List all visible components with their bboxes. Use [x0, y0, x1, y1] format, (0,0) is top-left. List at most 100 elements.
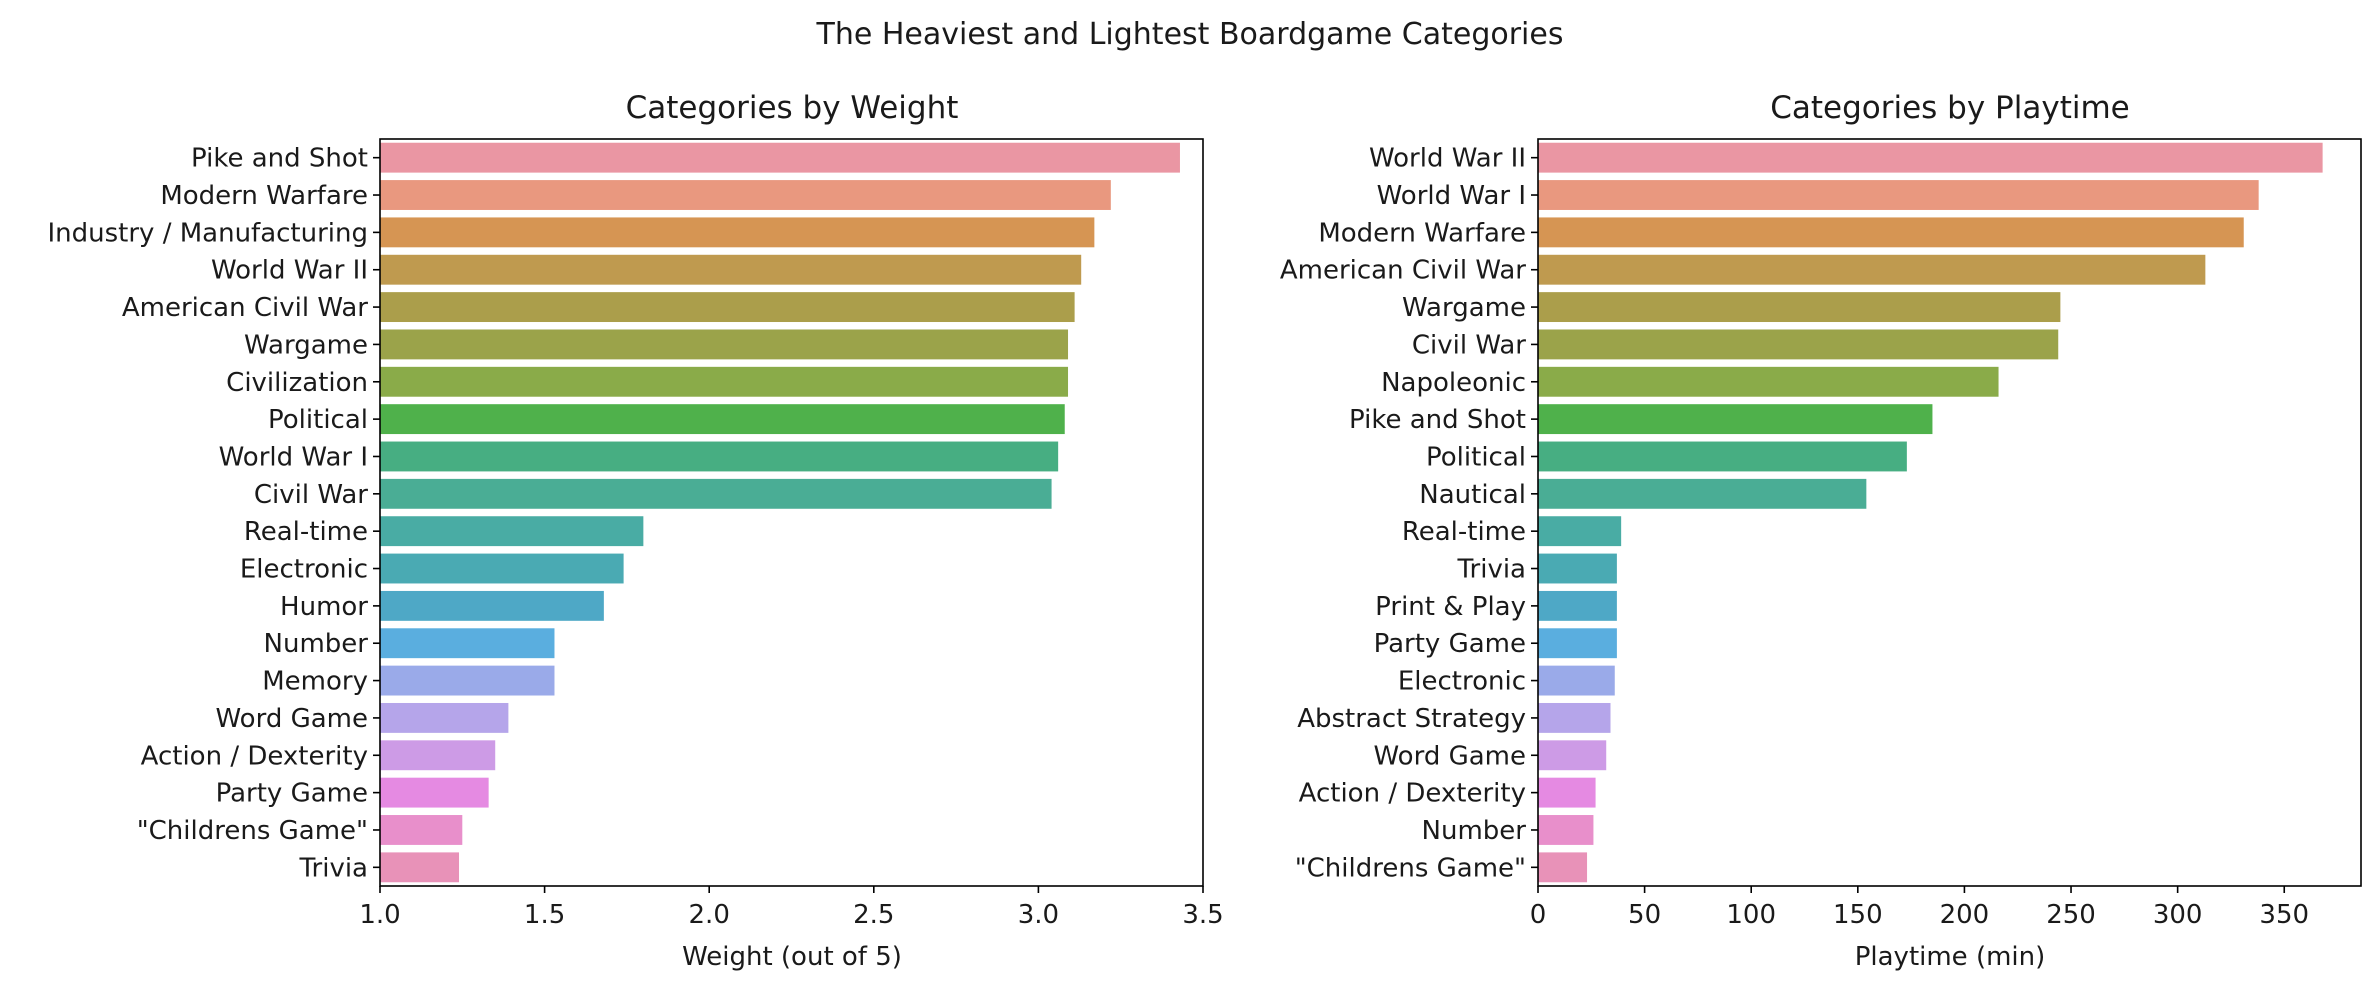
weight-category-label: Modern Warfare	[160, 181, 368, 211]
playtime-bar-civil-war	[1538, 329, 2059, 360]
weight-x-tick-label: 1.0	[359, 900, 400, 930]
weight-bar-real-time	[380, 516, 644, 547]
playtime-x-tick-label: 100	[1726, 900, 1776, 930]
playtime-bar-pike-and-shot	[1538, 404, 1933, 435]
weight-bar-american-civil-war	[380, 292, 1075, 323]
playtime-bar-abstract-strategy	[1538, 702, 1611, 733]
weight-chart-panel: Categories by Weight Pike and Shot Modern…	[47, 90, 1223, 972]
playtime-category-label: Wargame	[1402, 293, 1526, 323]
weight-category-labels: Pike and Shot Modern Warfare Industry / Ma…	[47, 144, 380, 883]
weight-category-label: Electronic	[240, 555, 368, 585]
playtime-x-tick-label: 0	[1530, 900, 1547, 930]
playtime-category-label: Print & Play	[1375, 592, 1526, 622]
playtime-bar-modern-warfare	[1538, 217, 2244, 248]
weight-bar-industry-manufacturing	[380, 217, 1095, 248]
weight-plot-frame	[379, 138, 1204, 887]
weight-category-label: Party Game	[216, 779, 368, 809]
weight-bar-world-war-ii	[380, 254, 1082, 285]
weight-category-label: Pike and Shot	[191, 144, 368, 174]
playtime-chart-title: Categories by Playtime	[1770, 90, 2130, 126]
weight-category-label: Civil War	[254, 480, 368, 510]
weight-bar-word-game	[380, 702, 509, 733]
weight-bar-childrens-game	[380, 815, 463, 845]
weight-bar-trivia	[380, 852, 460, 883]
weight-category-label: Real-time	[244, 517, 368, 547]
playtime-bars	[1538, 142, 2323, 883]
playtime-x-tick-label: 50	[1628, 900, 1661, 930]
playtime-category-label: Action / Dexterity	[1299, 779, 1526, 809]
weight-category-label: Trivia	[298, 853, 368, 883]
playtime-category-label: Nautical	[1419, 480, 1526, 510]
playtime-category-label: Word Game	[1374, 741, 1527, 771]
playtime-bar-nautical	[1538, 478, 1867, 509]
weight-category-label: Civilization	[226, 368, 368, 398]
weight-bar-civilization	[380, 366, 1069, 397]
playtime-category-labels: World War II World War I Modern Warfare Ame…	[1280, 144, 1538, 883]
weight-x-tick-label: 3.0	[1018, 900, 1059, 930]
playtime-category-label: Electronic	[1398, 667, 1526, 697]
weight-category-label: World War II	[211, 256, 368, 286]
playtime-category-label: Civil War	[1412, 330, 1526, 360]
weight-category-label: Memory	[262, 667, 368, 697]
weight-bar-humor	[380, 590, 604, 621]
playtime-category-label: World War I	[1377, 181, 1526, 211]
weight-bar-action-dexterity	[380, 740, 496, 771]
playtime-bar-electronic	[1538, 665, 1615, 696]
playtime-bar-trivia	[1538, 553, 1617, 584]
playtime-bar-word-game	[1538, 740, 1607, 771]
weight-category-label: American Civil War	[122, 293, 368, 323]
weight-category-label: Action / Dexterity	[141, 741, 368, 771]
weight-x-axis-label: Weight (out of 5)	[682, 942, 902, 972]
playtime-plot-frame	[1537, 138, 2362, 887]
weight-chart-title: Categories by Weight	[626, 90, 959, 126]
playtime-bar-childrens-game	[1538, 852, 1588, 883]
figure-suptitle: The Heaviest and Lightest Boardgame Cate…	[816, 17, 1564, 52]
playtime-category-label: Pike and Shot	[1349, 405, 1526, 435]
playtime-category-label: World War II	[1369, 144, 1526, 174]
weight-bar-modern-warfare	[380, 180, 1111, 210]
playtime-category-label: Modern Warfare	[1318, 218, 1526, 248]
playtime-bar-real-time	[1538, 516, 1622, 547]
playtime-x-tick-label: 250	[2046, 900, 2096, 930]
weight-bar-party-game	[380, 777, 489, 808]
playtime-category-label: Political	[1426, 442, 1526, 472]
weight-category-label: Humor	[280, 592, 368, 622]
weight-category-label: Wargame	[244, 330, 368, 360]
playtime-category-label: Abstract Strategy	[1297, 704, 1526, 734]
weight-bar-wargame	[380, 329, 1069, 360]
weight-x-tick-label: 3.5	[1182, 900, 1223, 930]
weight-category-label: "Childrens Game"	[137, 816, 368, 846]
playtime-bar-print-play	[1538, 590, 1617, 621]
playtime-chart-panel: Categories by Playtime World War II World…	[1280, 90, 2362, 972]
weight-x-ticks: 1.0 1.5 2.0 2.5 3.0 3.5	[359, 886, 1224, 930]
playtime-category-label: Party Game	[1374, 629, 1526, 659]
playtime-bar-action-dexterity	[1538, 777, 1596, 808]
playtime-x-tick-label: 350	[2259, 900, 2309, 930]
playtime-bar-party-game	[1538, 628, 1617, 659]
weight-category-label: Word Game	[216, 704, 369, 734]
weight-x-tick-label: 2.0	[689, 900, 730, 930]
weight-bar-world-war-i	[380, 441, 1059, 472]
playtime-bar-napoleonic	[1538, 366, 1999, 397]
playtime-bar-world-war-ii	[1538, 142, 2323, 173]
playtime-category-label: Trivia	[1456, 555, 1526, 585]
weight-category-label: World War I	[219, 442, 368, 472]
playtime-category-label: Number	[1422, 816, 1527, 846]
weight-bar-electronic	[380, 553, 624, 584]
weight-category-label: Industry / Manufacturing	[47, 218, 368, 248]
weight-bar-number	[380, 628, 555, 659]
playtime-x-tick-label: 200	[1940, 900, 1990, 930]
weight-bar-political	[380, 404, 1065, 435]
weight-category-label: Political	[268, 405, 368, 435]
weight-bar-pike-and-shot	[380, 142, 1180, 173]
playtime-x-tick-label: 300	[2153, 900, 2203, 930]
playtime-x-tick-label: 150	[1833, 900, 1883, 930]
playtime-bar-american-civil-war	[1538, 254, 2206, 285]
playtime-category-label: Napoleonic	[1381, 368, 1526, 398]
playtime-category-label: Real-time	[1402, 517, 1526, 547]
playtime-x-axis-label: Playtime (min)	[1855, 942, 2046, 972]
weight-bars	[380, 142, 1180, 883]
weight-x-tick-label: 2.5	[853, 900, 894, 930]
